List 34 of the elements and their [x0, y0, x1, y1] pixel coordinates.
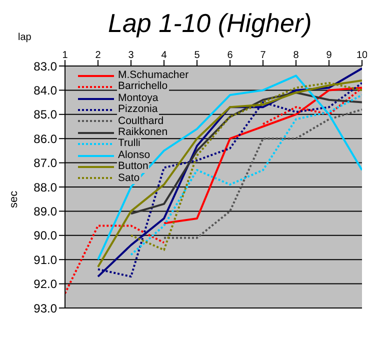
legend-label: Pizzonia — [117, 103, 159, 116]
y-tick-label: 93.0 — [34, 301, 58, 316]
y-axis-title: sec — [8, 190, 20, 208]
y-tick-label: 87.0 — [34, 156, 58, 170]
legend-label: Alonso — [117, 148, 152, 162]
y-tick-label: 92.0 — [34, 277, 58, 292]
y-tick-label: 85.0 — [34, 108, 58, 122]
legend-label: Coulthard — [117, 114, 165, 128]
y-tick-label: 84.0 — [34, 83, 58, 98]
x-tick-label: 5 — [194, 50, 200, 61]
x-tick-label: 9 — [326, 50, 332, 61]
y-tick-label: 89.0 — [34, 204, 58, 218]
y-tick-label: 86.0 — [34, 132, 58, 146]
x-tick-label: 3 — [128, 50, 134, 61]
legend-label: Raikkonen — [117, 126, 169, 138]
legend-label: Montoya — [117, 92, 160, 104]
x-tick-label: 1 — [62, 50, 68, 61]
y-tick-label: 90.0 — [34, 228, 58, 243]
x-tick-label: 8 — [293, 50, 300, 61]
x-tick-label: 4 — [161, 50, 168, 61]
x-axis-title: lap — [18, 32, 32, 43]
legend-label: M.Schumacher — [117, 69, 190, 82]
legend-label: Barrichello — [117, 80, 169, 93]
chart-title: Lap 1-10 (Higher) — [108, 8, 312, 39]
y-tick-label: 88.0 — [34, 180, 58, 194]
x-tick-label: 10 — [356, 50, 368, 61]
x-tick-label: 2 — [95, 50, 102, 61]
legend-label: Sato — [117, 172, 141, 184]
y-tick-label: 91.0 — [34, 252, 58, 267]
legend-label: Trulli — [117, 137, 142, 150]
x-tick-label: 7 — [260, 50, 266, 61]
x-tick-label: 6 — [227, 50, 234, 61]
y-tick-label: 83.0 — [34, 59, 58, 74]
legend-label: Button — [117, 160, 150, 173]
